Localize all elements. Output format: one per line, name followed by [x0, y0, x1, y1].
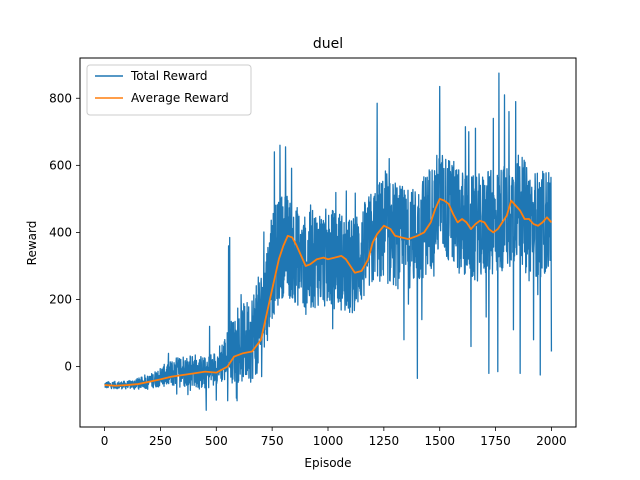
y-tick-label: 0	[64, 360, 72, 374]
x-tick-label: 1250	[369, 434, 400, 448]
y-tick-label: 800	[49, 91, 72, 105]
x-tick-label: 750	[261, 434, 284, 448]
x-tick-label: 1500	[424, 434, 455, 448]
x-tick-label: 1750	[480, 434, 511, 448]
x-axis-label: Episode	[304, 456, 351, 470]
x-tick-label: 500	[205, 434, 228, 448]
y-tick-label: 400	[49, 225, 72, 239]
series-line-average-reward	[104, 197, 553, 387]
legend-label-total-reward: Total Reward	[130, 69, 208, 83]
x-tick-label: 250	[149, 434, 172, 448]
x-tick-label: 1000	[313, 434, 344, 448]
series-layer	[104, 72, 553, 411]
legend: Total Reward Average Reward	[86, 64, 252, 116]
x-tick-label: 0	[101, 434, 109, 448]
legend-label-average-reward: Average Reward	[131, 91, 229, 105]
y-tick-label: 200	[49, 293, 72, 307]
chart-title: duel	[313, 36, 343, 52]
x-tick-label: 2000	[536, 434, 567, 448]
y-axis: 0 200 400 600 800	[49, 91, 80, 374]
series-line-total-reward	[104, 72, 553, 411]
y-axis-label: Reward	[25, 221, 39, 266]
legend-box	[86, 64, 252, 116]
x-axis: 0 250 500 750 1000 1250 1500 1750 2000	[101, 427, 567, 448]
y-tick-label: 600	[49, 158, 72, 172]
